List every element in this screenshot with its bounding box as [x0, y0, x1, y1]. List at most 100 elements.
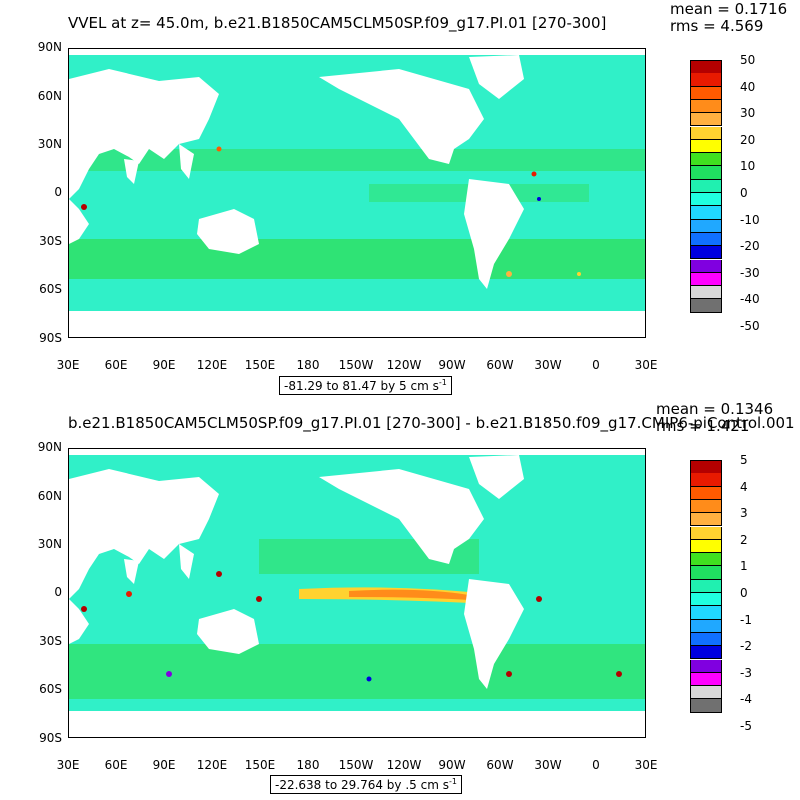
colorbar-swatch [690, 153, 722, 167]
lat-label: 90S [39, 731, 62, 745]
colorbar-label: 30 [740, 106, 756, 121]
colorbar-label: -20 [740, 239, 760, 254]
lon-label: 120E [196, 358, 228, 372]
colorbar-label: -5 [740, 719, 752, 733]
lat-label: 90N [37, 40, 62, 54]
colorbar-swatch [690, 566, 722, 580]
lon-label: 60W [486, 758, 514, 772]
colorbar-swatch [690, 499, 722, 514]
lat-label: 0 [54, 185, 62, 199]
colorbar-swatch [690, 246, 722, 260]
colorbar-swatch [690, 60, 722, 75]
colorbar-label: 10 [740, 159, 756, 174]
rms-stat: rms = 4.569 [670, 17, 764, 35]
colorbar-swatch [690, 219, 722, 233]
lon-label: 150W [338, 358, 374, 372]
map-field [69, 49, 645, 337]
lat-label: 90S [39, 331, 62, 345]
colorbar-swatch [690, 86, 722, 100]
contour-range-box: -81.29 to 81.47 by 5 cm s-1 [279, 376, 452, 395]
colorbar-swatch [690, 486, 722, 500]
lon-label: 30W [534, 758, 562, 772]
lon-label: 120W [386, 358, 422, 372]
colorbar-label: -2 [740, 639, 752, 654]
colorbar-label: -10 [740, 212, 760, 227]
colorbar-swatch [690, 606, 722, 620]
mean-stat: mean = 0.1346 [656, 400, 774, 418]
lon-label: 180 [296, 358, 320, 372]
colorbar-label: 2 [740, 532, 748, 547]
panel-top: VVEL at z= 45.0m, b.e21.B1850CAM5CLM50SP… [37, 0, 788, 395]
colorbar-swatch [690, 259, 722, 273]
colorbar-swatch [690, 646, 722, 660]
plot-title: VVEL at z= 45.0m, b.e21.B1850CAM5CLM50SP… [68, 14, 607, 32]
colorbar-swatch [690, 539, 722, 554]
colorbar-label: -50 [740, 319, 760, 333]
colorbar-swatch [690, 553, 722, 567]
lat-label: 60N [37, 89, 62, 103]
lon-label: 90W [438, 358, 466, 372]
lon-label: 120W [386, 758, 422, 772]
lon-label: 150W [338, 758, 374, 772]
lon-label: 60E [104, 758, 128, 772]
colorbar-label: 4 [740, 479, 748, 494]
colorbar-swatch [690, 232, 722, 247]
lon-label: 90W [438, 758, 466, 772]
colorbar-label: 40 [740, 79, 756, 94]
colorbar-swatch [690, 593, 722, 607]
mean-stat: mean = 0.1716 [670, 0, 788, 18]
colorbar-swatch [690, 686, 722, 700]
lon-label: 30E [56, 358, 80, 372]
map-field [69, 449, 645, 737]
colorbar-label: -4 [740, 692, 752, 707]
colorbar-swatch [690, 73, 722, 87]
lon-label: 0 [592, 758, 600, 772]
colorbar-swatch [690, 286, 722, 300]
colorbar-swatch [690, 166, 722, 180]
colorbar-swatch [690, 460, 722, 475]
contour-range-box: -22.638 to 29.764 by .5 cm s-1 [270, 775, 462, 794]
colorbar-swatch [690, 193, 722, 207]
colorbar-swatch [690, 699, 722, 713]
colorbar-swatch [690, 126, 722, 140]
colorbar-swatch [690, 513, 722, 527]
lat-label: 30N [37, 137, 62, 151]
lon-label: 90E [152, 758, 176, 772]
lat-label: 0 [54, 585, 62, 599]
lon-label: 60E [104, 358, 128, 372]
lat-label: 30N [37, 537, 62, 551]
colorbar-swatch [690, 619, 722, 633]
colorbar-swatch [690, 113, 722, 127]
unit-exponent: -1 [448, 777, 457, 786]
lon-label: 120E [196, 758, 228, 772]
lon-label: 30E [56, 758, 80, 772]
lon-label: 30W [534, 358, 562, 372]
lon-label: 60W [486, 358, 514, 372]
colorbar-label: 5 [740, 453, 748, 467]
map-frame [68, 48, 646, 338]
panel-bottom: b.e21.B1850CAM5CLM50SP.f09_g17.PI.01 [27… [0, 400, 800, 800]
lon-label: 90E [152, 358, 176, 372]
lat-label: 60S [39, 682, 62, 696]
colorbar-label: -30 [740, 265, 760, 280]
colorbar-label: -3 [740, 665, 752, 680]
lon-label: 180 [296, 758, 320, 772]
colorbar-swatch [690, 99, 722, 114]
colorbar-swatch [690, 659, 722, 673]
lon-label: 150E [244, 758, 276, 772]
lat-label: 30S [39, 234, 62, 248]
colorbar-swatch [690, 579, 722, 593]
lon-label: 0 [592, 358, 600, 372]
lon-label: 30E [634, 358, 658, 372]
lon-label: 30E [634, 758, 658, 772]
colorbar-swatch [690, 139, 722, 154]
plot-title: b.e21.B1850CAM5CLM50SP.f09_g17.PI.01 [27… [68, 414, 800, 432]
lat-label: 90N [37, 440, 62, 454]
colorbar-swatch [690, 272, 722, 287]
colorbar-label: 20 [740, 132, 756, 147]
contour-range-text: -22.638 to 29.764 by .5 cm s [275, 778, 449, 792]
contour-range-text: -81.29 to 81.47 by 5 cm s [284, 379, 439, 393]
lon-label: 150E [244, 358, 276, 372]
unit-exponent: -1 [438, 378, 447, 387]
colorbar-label: 0 [740, 586, 748, 600]
